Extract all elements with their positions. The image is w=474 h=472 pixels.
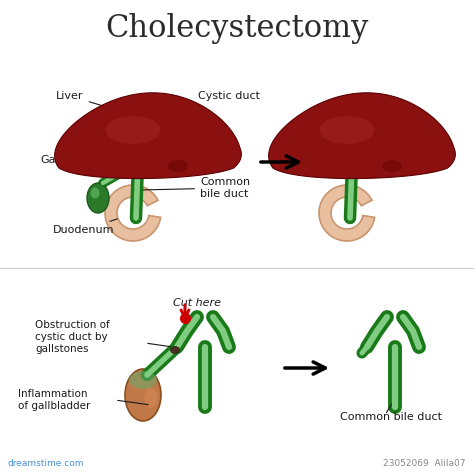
Text: dreamstime.com: dreamstime.com [8,460,84,469]
Text: Cut here: Cut here [173,298,221,308]
Text: Common
bile duct: Common bile duct [143,177,250,199]
Polygon shape [319,185,374,241]
Text: Common bile duct: Common bile duct [340,412,442,422]
Text: Inflammation
of gallbladder: Inflammation of gallbladder [18,389,91,411]
Ellipse shape [87,183,109,213]
Text: Cystic duct: Cystic duct [161,91,260,110]
Ellipse shape [125,369,161,421]
Polygon shape [55,93,241,178]
Ellipse shape [91,187,100,199]
Text: Gallbladder: Gallbladder [40,155,104,174]
Ellipse shape [144,388,158,408]
Polygon shape [105,185,161,241]
Text: Obstruction of
cystic duct by
gallstones: Obstruction of cystic duct by gallstones [35,320,110,354]
Ellipse shape [106,116,161,144]
Text: Cholecystectomy: Cholecystectomy [105,12,369,43]
Ellipse shape [319,116,374,144]
Text: Duodenum: Duodenum [53,219,118,235]
Ellipse shape [171,346,180,354]
Text: Liver: Liver [56,91,107,107]
Ellipse shape [382,160,402,172]
Text: 23052069  Alila07: 23052069 Alila07 [383,460,466,469]
Polygon shape [269,93,456,178]
Ellipse shape [168,160,188,172]
Ellipse shape [129,371,157,389]
